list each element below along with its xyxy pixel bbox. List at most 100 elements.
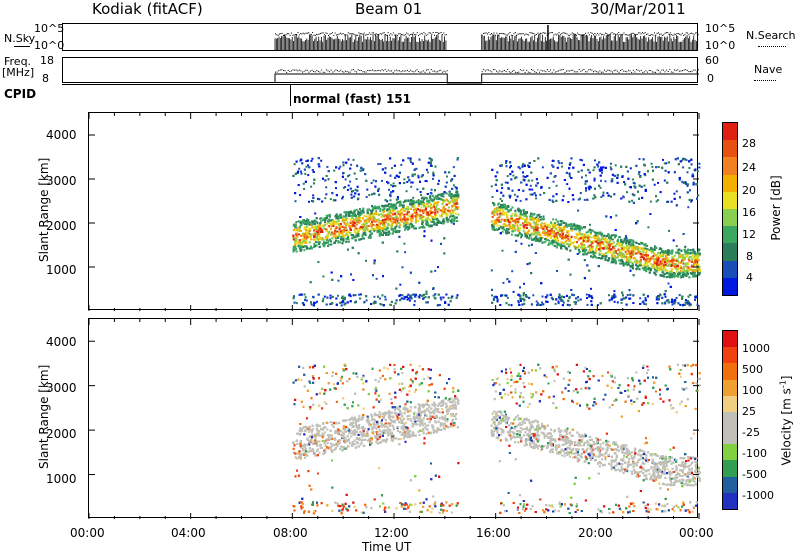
echo-cell <box>681 159 684 162</box>
nave-dot <box>300 70 302 72</box>
nave-dot <box>515 71 517 73</box>
nave-dot <box>329 71 331 73</box>
echo-cell <box>295 248 297 250</box>
echo-cell <box>531 179 534 182</box>
nsearch-dot <box>395 34 397 36</box>
nave-dot <box>672 71 674 73</box>
nave-dot <box>693 69 695 71</box>
nave-dot <box>391 70 393 72</box>
nsearch-dot <box>298 34 300 36</box>
nsearch-dot <box>282 34 284 36</box>
nave-dot <box>651 71 653 73</box>
echo-cell <box>655 200 658 203</box>
nave-dot <box>683 69 685 71</box>
echo-cell <box>685 159 688 162</box>
echo-cell <box>680 276 683 279</box>
nsearch-dot <box>567 34 569 36</box>
echo-cell <box>373 229 376 232</box>
nsearch-dot <box>320 32 322 34</box>
nsearch-dot <box>558 32 560 34</box>
nave-dot <box>593 71 594 73</box>
nsearch-dot <box>649 34 651 36</box>
nave-dot <box>294 69 296 71</box>
nave-dot <box>561 69 563 71</box>
echo-cell <box>414 173 416 176</box>
nave-dot <box>634 71 636 73</box>
nsearch-dot <box>377 34 379 36</box>
echo-cell <box>409 159 412 162</box>
echo-cell <box>318 241 321 244</box>
echo-cell <box>687 270 690 273</box>
nave-dot <box>389 70 391 72</box>
echo-cell <box>636 259 639 262</box>
echo-cell <box>669 260 672 262</box>
echo-cell <box>360 212 363 215</box>
echo-cell <box>608 294 610 297</box>
echo-cell <box>337 279 340 282</box>
nsearch-dot <box>493 32 495 34</box>
nave-dot <box>484 70 486 72</box>
nsearch-dot <box>436 32 438 34</box>
echo-cell <box>296 229 298 232</box>
echo-cell <box>396 196 399 198</box>
echo-cell <box>501 218 503 221</box>
echo-cell <box>593 237 596 240</box>
nave-dot <box>505 70 507 72</box>
echo-cell <box>675 268 678 271</box>
nave-dot <box>623 70 625 72</box>
nsearch-dot <box>381 33 382 35</box>
echo-cell <box>632 247 635 250</box>
echo-cell <box>342 186 345 189</box>
nsearch-dot <box>343 34 345 36</box>
nave-dot <box>359 69 361 71</box>
echo-cell <box>604 237 607 240</box>
echo-cell <box>450 208 453 211</box>
echo-cell <box>490 185 493 188</box>
echo-cell <box>635 241 638 244</box>
echo-cell <box>653 249 656 251</box>
nsearch-dot <box>571 32 573 34</box>
echo-cell <box>518 294 521 296</box>
echo-cell <box>548 239 551 242</box>
echo-cell <box>399 214 402 217</box>
nave-dot <box>678 70 680 72</box>
echo-cell <box>354 294 357 297</box>
echo-cell <box>401 266 404 269</box>
nsearch-dot <box>415 34 417 36</box>
nsearch-dot <box>555 34 557 36</box>
nsearch-dot <box>292 34 294 36</box>
echo-cell <box>382 234 384 236</box>
echo-cell <box>552 180 555 183</box>
echo-cell <box>551 243 554 246</box>
nsearch-dot <box>684 34 686 36</box>
echo-cell <box>622 242 625 245</box>
echo-cell <box>295 221 298 224</box>
nsearch-dot <box>324 34 326 36</box>
echo-cell <box>436 195 439 197</box>
nave-dot <box>553 69 555 71</box>
echo-cell <box>339 165 342 168</box>
echo-cell <box>643 184 646 187</box>
echo-cell <box>353 229 356 231</box>
echo-cell <box>651 249 654 252</box>
echo-cell <box>650 256 653 259</box>
nave-dot <box>621 69 623 71</box>
nsearch-dot <box>484 32 486 34</box>
nave-dot <box>309 70 311 72</box>
nave-dot <box>519 69 521 71</box>
nsearch-dot <box>541 33 543 35</box>
nsearch-dot <box>301 33 303 35</box>
nave-dot <box>516 71 518 73</box>
nave-dot <box>662 69 664 71</box>
echo-cell <box>344 186 347 188</box>
nsearch-dot <box>331 32 333 34</box>
echo-cell <box>397 197 399 200</box>
nsearch-dot <box>516 34 518 36</box>
echo-cell <box>366 188 369 191</box>
echo-cell <box>320 220 323 223</box>
echo-cell <box>423 226 426 229</box>
echo-cell <box>629 266 632 269</box>
echo-cell <box>596 243 599 246</box>
echo-cell <box>523 282 525 285</box>
echo-cell <box>376 213 379 216</box>
